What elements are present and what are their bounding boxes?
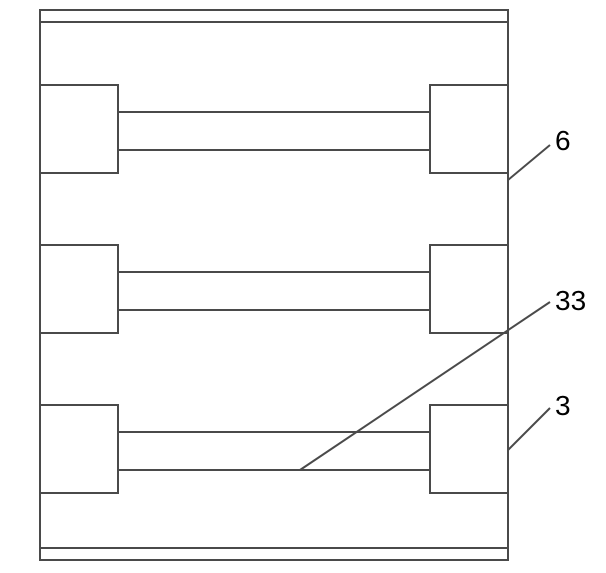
left-block-0 [40, 85, 118, 173]
leader-line-2 [508, 408, 550, 450]
right-block-1 [430, 245, 508, 333]
callout-label-2: 3 [555, 390, 571, 421]
right-block-2 [430, 405, 508, 493]
right-block-0 [430, 85, 508, 173]
left-block-1 [40, 245, 118, 333]
callout-label-1: 33 [555, 285, 586, 316]
callout-label-0: 6 [555, 125, 571, 156]
leader-line-0 [508, 145, 550, 180]
left-block-2 [40, 405, 118, 493]
